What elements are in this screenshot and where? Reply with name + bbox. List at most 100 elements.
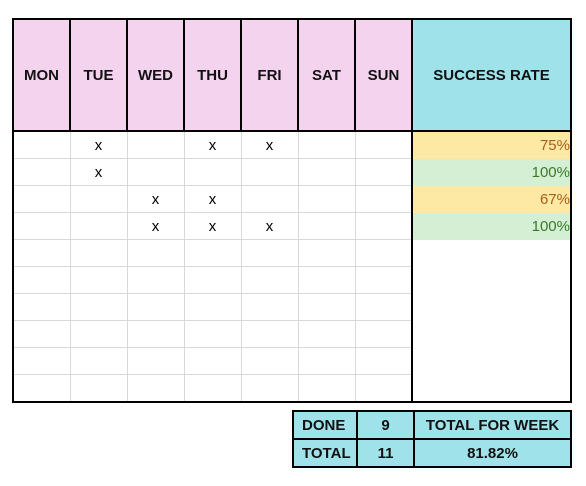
cell-tue[interactable]: x <box>69 158 128 186</box>
cell-sat[interactable] <box>297 266 356 294</box>
cell-thu[interactable] <box>183 347 242 375</box>
cell-sun[interactable] <box>354 266 413 294</box>
table-row <box>12 239 572 267</box>
cell-mon[interactable] <box>12 185 71 213</box>
grid-body: x x x 75% x 100% x x 67% x x x 100% <box>12 131 572 403</box>
table-row: x x x 100% <box>12 212 572 240</box>
cell-sat[interactable] <box>297 158 356 186</box>
cell-wed[interactable] <box>126 320 185 348</box>
cell-tue[interactable] <box>69 374 128 403</box>
cell-sun[interactable] <box>354 374 413 403</box>
cell-thu[interactable] <box>183 239 242 267</box>
cell-thu[interactable]: x <box>183 212 242 240</box>
total-label[interactable]: TOTAL <box>292 438 358 468</box>
cell-thu[interactable]: x <box>183 131 242 159</box>
success-rate-cell[interactable] <box>411 266 572 294</box>
header-sat[interactable]: SAT <box>297 18 356 132</box>
success-rate-cell[interactable] <box>411 347 572 375</box>
cell-sun[interactable] <box>354 320 413 348</box>
success-rate-cell[interactable]: 100% <box>411 212 572 240</box>
cell-mon[interactable] <box>12 293 71 321</box>
cell-sun[interactable] <box>354 293 413 321</box>
cell-wed[interactable] <box>126 266 185 294</box>
cell-sun[interactable] <box>354 212 413 240</box>
summary-table: DONE 9 TOTAL FOR WEEK TOTAL 11 81.82% <box>292 410 572 468</box>
success-rate-cell[interactable] <box>411 293 572 321</box>
cell-fri[interactable] <box>240 185 299 213</box>
cell-mon[interactable] <box>12 347 71 375</box>
cell-sat[interactable] <box>297 185 356 213</box>
cell-mon[interactable] <box>12 212 71 240</box>
cell-tue[interactable]: x <box>69 131 128 159</box>
cell-sat[interactable] <box>297 374 356 403</box>
header-wed[interactable]: WED <box>126 18 185 132</box>
cell-sun[interactable] <box>354 158 413 186</box>
cell-tue[interactable] <box>69 212 128 240</box>
cell-sun[interactable] <box>354 131 413 159</box>
cell-mon[interactable] <box>12 266 71 294</box>
cell-fri[interactable] <box>240 239 299 267</box>
cell-thu[interactable] <box>183 374 242 403</box>
cell-fri[interactable] <box>240 374 299 403</box>
cell-tue[interactable] <box>69 239 128 267</box>
success-rate-cell[interactable]: 75% <box>411 131 572 159</box>
cell-fri[interactable] <box>240 266 299 294</box>
cell-mon[interactable] <box>12 239 71 267</box>
header-tue[interactable]: TUE <box>69 18 128 132</box>
header-sun[interactable]: SUN <box>354 18 413 132</box>
cell-sun[interactable] <box>354 185 413 213</box>
cell-fri[interactable] <box>240 293 299 321</box>
cell-fri[interactable] <box>240 347 299 375</box>
cell-tue[interactable] <box>69 293 128 321</box>
cell-wed[interactable] <box>126 131 185 159</box>
cell-sat[interactable] <box>297 293 356 321</box>
cell-thu[interactable] <box>183 320 242 348</box>
cell-wed[interactable] <box>126 293 185 321</box>
success-rate-cell[interactable] <box>411 374 572 403</box>
total-value[interactable]: 11 <box>356 438 415 468</box>
cell-tue[interactable] <box>69 185 128 213</box>
cell-fri[interactable]: x <box>240 212 299 240</box>
success-rate-cell[interactable] <box>411 320 572 348</box>
cell-tue[interactable] <box>69 347 128 375</box>
cell-wed[interactable] <box>126 374 185 403</box>
success-rate-cell[interactable]: 67% <box>411 185 572 213</box>
header-fri[interactable]: FRI <box>240 18 299 132</box>
cell-wed[interactable]: x <box>126 212 185 240</box>
cell-sat[interactable] <box>297 347 356 375</box>
cell-sat[interactable] <box>297 239 356 267</box>
header-mon[interactable]: MON <box>12 18 71 132</box>
cell-mon[interactable] <box>12 131 71 159</box>
cell-mon[interactable] <box>12 374 71 403</box>
cell-sun[interactable] <box>354 239 413 267</box>
done-value[interactable]: 9 <box>356 410 415 440</box>
success-rate-cell[interactable]: 100% <box>411 158 572 186</box>
success-rate-cell[interactable] <box>411 239 572 267</box>
cell-thu[interactable] <box>183 293 242 321</box>
cell-sat[interactable] <box>297 212 356 240</box>
cell-fri[interactable] <box>240 320 299 348</box>
cell-wed[interactable]: x <box>126 185 185 213</box>
cell-wed[interactable] <box>126 347 185 375</box>
header-thu[interactable]: THU <box>183 18 242 132</box>
cell-sat[interactable] <box>297 131 356 159</box>
cell-mon[interactable] <box>12 158 71 186</box>
cell-fri[interactable] <box>240 158 299 186</box>
cell-tue[interactable] <box>69 266 128 294</box>
cell-thu[interactable]: x <box>183 185 242 213</box>
cell-mon[interactable] <box>12 320 71 348</box>
cell-wed[interactable] <box>126 239 185 267</box>
cell-fri[interactable]: x <box>240 131 299 159</box>
cell-sun[interactable] <box>354 347 413 375</box>
table-row <box>12 293 572 321</box>
week-label[interactable]: TOTAL FOR WEEK <box>413 410 572 440</box>
header-success-rate[interactable]: SUCCESS RATE <box>411 18 572 132</box>
cell-thu[interactable] <box>183 158 242 186</box>
cell-thu[interactable] <box>183 266 242 294</box>
cell-wed[interactable] <box>126 158 185 186</box>
cell-tue[interactable] <box>69 320 128 348</box>
cell-sat[interactable] <box>297 320 356 348</box>
week-value[interactable]: 81.82% <box>413 438 572 468</box>
done-label[interactable]: DONE <box>292 410 358 440</box>
tracker-grid: MON TUE WED THU FRI SAT SUN SUCCESS RATE… <box>12 18 572 403</box>
